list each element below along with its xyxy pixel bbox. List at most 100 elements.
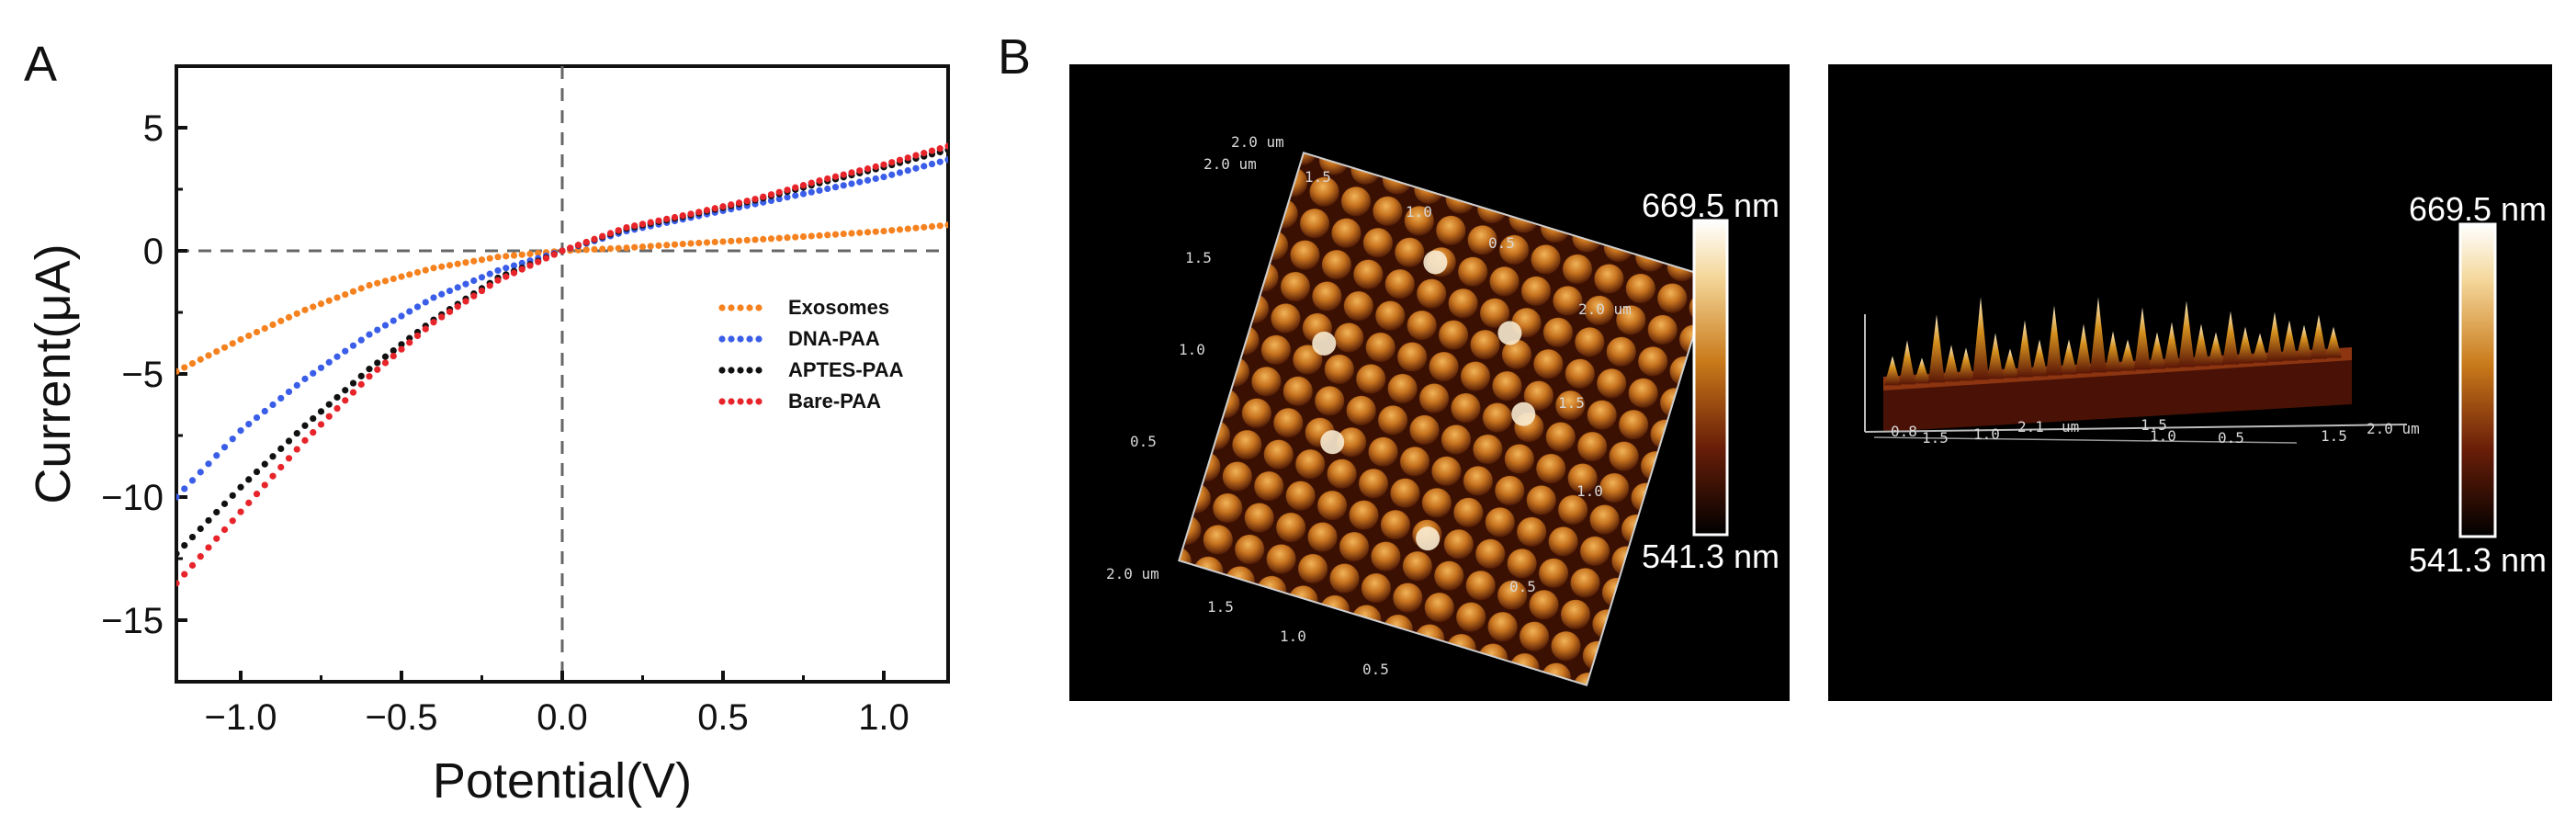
legend-marker-dot bbox=[746, 367, 753, 374]
data-point bbox=[293, 381, 300, 389]
data-point bbox=[269, 472, 277, 480]
afm-axis-label: 1.0 bbox=[1576, 482, 1603, 500]
data-point bbox=[831, 173, 840, 180]
surface-spike bbox=[1928, 314, 1945, 383]
data-point bbox=[711, 238, 718, 246]
data-point bbox=[446, 287, 454, 295]
data-point bbox=[357, 380, 365, 388]
data-point bbox=[390, 346, 397, 355]
axis-ticks bbox=[176, 64, 886, 684]
data-point bbox=[422, 266, 429, 274]
data-point bbox=[446, 262, 454, 269]
surface-spike bbox=[2031, 339, 2048, 377]
data-point bbox=[317, 364, 325, 371]
data-point bbox=[784, 194, 791, 201]
surface-spike bbox=[2105, 331, 2121, 372]
x-tick-label: 1.0 bbox=[858, 697, 910, 738]
data-point bbox=[470, 292, 478, 300]
bright-spot bbox=[1416, 526, 1441, 551]
legend-marker-dot bbox=[755, 398, 763, 405]
data-point bbox=[880, 161, 887, 168]
data-point bbox=[301, 436, 309, 444]
data-point bbox=[751, 236, 759, 243]
data-point bbox=[921, 150, 928, 157]
surface-spike bbox=[1899, 340, 1915, 385]
data-point bbox=[454, 260, 461, 267]
x-tick-label: 0.0 bbox=[537, 697, 588, 738]
data-point bbox=[503, 265, 510, 272]
legend-marker-dot bbox=[746, 304, 753, 311]
data-point bbox=[381, 353, 390, 360]
data-point bbox=[719, 203, 727, 210]
data-point bbox=[325, 358, 333, 366]
legend-marker-dot bbox=[718, 304, 726, 311]
data-point bbox=[454, 284, 461, 291]
afm-bright-spots bbox=[1312, 250, 1536, 551]
data-point bbox=[413, 303, 422, 311]
data-point bbox=[880, 227, 887, 235]
data-point bbox=[671, 213, 679, 221]
data-point bbox=[888, 159, 896, 166]
data-point bbox=[438, 290, 446, 298]
x-tick-label: −1.0 bbox=[205, 697, 277, 738]
series-layer bbox=[176, 142, 948, 587]
data-point bbox=[422, 325, 429, 333]
data-point bbox=[775, 195, 783, 203]
legend-marker-dot bbox=[737, 367, 744, 374]
afm-axis-label: 1.5 bbox=[1305, 168, 1331, 186]
legend-label: Bare-PAA bbox=[788, 390, 881, 413]
data-point bbox=[462, 280, 469, 288]
data-point bbox=[277, 317, 285, 324]
data-point bbox=[381, 359, 390, 367]
afm-3d-axis-label: 1.5 bbox=[2141, 416, 2167, 434]
tick-labels: −1.0 −0.5 0.0 0.5 1.0 5 0 −5 −10 −15 bbox=[101, 108, 910, 738]
data-point bbox=[446, 308, 454, 315]
data-point bbox=[510, 252, 518, 259]
data-point bbox=[374, 326, 381, 334]
data-point bbox=[775, 188, 783, 196]
bright-spot bbox=[1497, 321, 1522, 345]
afm-axis-label: 2.0 um bbox=[1231, 133, 1284, 151]
data-point bbox=[864, 164, 872, 173]
data-point bbox=[188, 360, 197, 368]
data-point bbox=[840, 230, 847, 238]
data-point bbox=[205, 352, 212, 359]
data-point bbox=[760, 235, 767, 243]
data-point bbox=[470, 257, 478, 265]
afm-topography-map bbox=[1178, 152, 1712, 686]
data-point bbox=[599, 245, 606, 253]
afm-axis-label: 1.0 bbox=[1280, 628, 1306, 645]
surface-spike bbox=[2296, 324, 2312, 360]
surface-spike bbox=[2090, 297, 2107, 373]
data-point bbox=[679, 212, 686, 220]
data-point bbox=[486, 270, 493, 277]
data-point bbox=[317, 408, 325, 415]
legend-marker-dot bbox=[718, 335, 726, 343]
data-point bbox=[687, 210, 695, 218]
data-point bbox=[325, 413, 333, 420]
data-point bbox=[663, 242, 671, 249]
x-axis-line bbox=[1864, 424, 2408, 433]
surface-spike bbox=[2164, 322, 2180, 368]
data-point bbox=[374, 366, 381, 373]
surface-spike bbox=[1914, 357, 1930, 384]
data-point bbox=[623, 223, 630, 232]
data-point bbox=[229, 492, 236, 499]
data-point bbox=[197, 469, 204, 476]
data-point bbox=[470, 277, 478, 285]
data-point bbox=[245, 421, 253, 428]
data-point bbox=[526, 250, 534, 257]
data-point bbox=[799, 190, 808, 198]
surface-spike bbox=[2149, 332, 2165, 369]
data-point bbox=[735, 199, 743, 207]
data-point bbox=[188, 561, 197, 569]
data-point bbox=[349, 379, 357, 387]
data-point bbox=[285, 437, 293, 445]
data-point bbox=[760, 193, 767, 200]
data-point bbox=[261, 407, 268, 415]
data-point bbox=[301, 375, 309, 382]
legend-marker-dot bbox=[728, 335, 735, 343]
data-point bbox=[767, 191, 775, 198]
data-point bbox=[591, 245, 598, 253]
afm-axis-label: 2.0 um bbox=[1106, 565, 1159, 583]
